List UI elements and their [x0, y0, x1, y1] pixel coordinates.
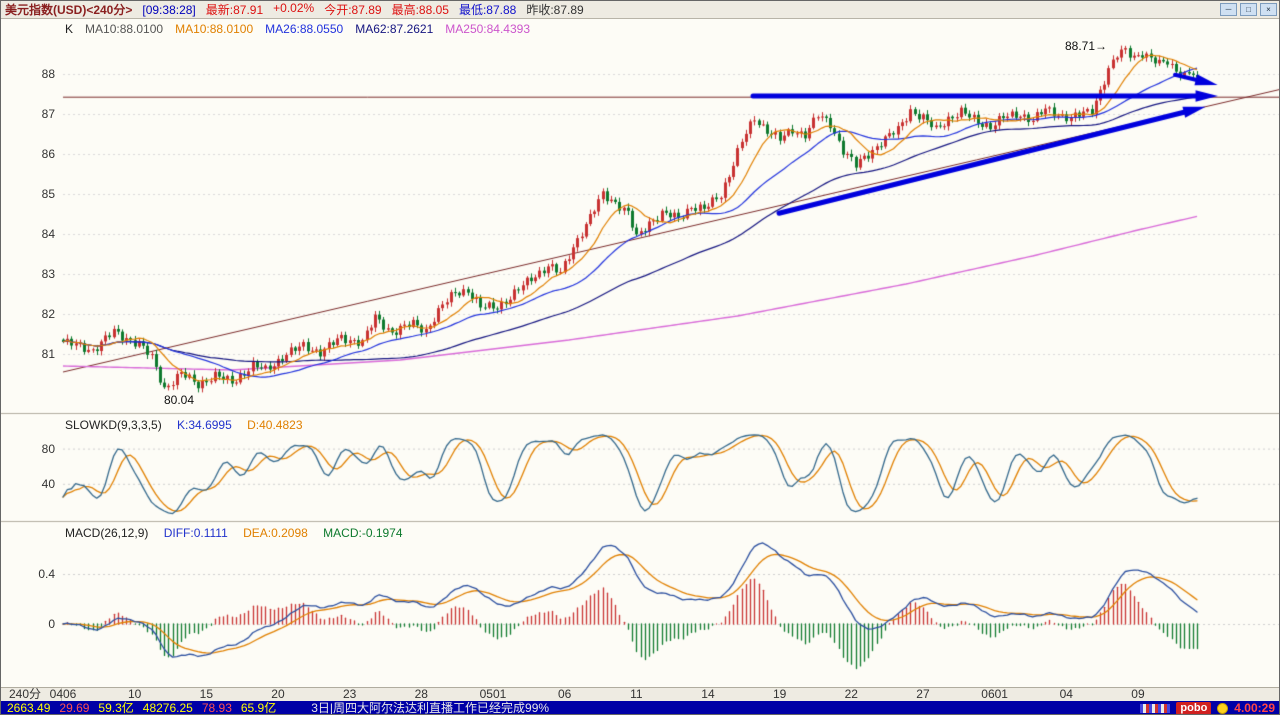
chart-stage: K MA10:88.0100 MA10:88.0100 MA26:88.0550 MA6… [1, 19, 1279, 687]
axis-tick-label: 82 [41, 307, 55, 321]
macd-hist-readout: MACD:-0.1974 [323, 526, 403, 540]
x-axis-label: 27 [916, 687, 930, 701]
k-line-label: K [65, 22, 74, 36]
low-price-label: 80.04 [164, 393, 195, 407]
window-buttons: － □ × [1220, 3, 1277, 16]
top-quote-bar: 美元指数(USD)<240分> [09:38:28] 最新:87.91 +0.02… [1, 1, 1279, 19]
x-axis-label: 20 [271, 687, 285, 701]
ticker-logo-blocks-icon [1140, 704, 1171, 713]
quote-field: 最低:87.88 [458, 3, 517, 17]
macd-indicator-name: MACD(26,12,9) [65, 526, 149, 540]
x-axis-label: 11 [630, 687, 643, 701]
x-axis-label: 0406 [49, 687, 77, 701]
axis-tick-label: 0 [48, 617, 55, 631]
x-axis-label: 22 [844, 687, 858, 701]
quote-fields: 最新:87.91 +0.02% 今开:87.89 最高:88.05 最低:87.88 昨收… [206, 1, 584, 18]
instrument-title: 美元指数(USD)<240分> [5, 3, 133, 17]
x-axis-label: 23 [342, 687, 357, 701]
axis-tick-label: 85 [41, 187, 55, 201]
axis-tick-label: 86 [41, 147, 55, 161]
index1-change: 29.69 [59, 701, 90, 715]
ma-readout: MA62:87.2621 [355, 22, 434, 36]
index2-value: 48276.25 [142, 701, 193, 715]
index1-value: 2663.49 [7, 701, 51, 715]
index2-change: 78.93 [201, 701, 232, 715]
x-axis-label: 0601 [981, 687, 1008, 701]
quote-time: [09:38:28] [142, 2, 196, 17]
ma-readout: MA10:88.0100 [175, 22, 254, 36]
window-restore-button[interactable]: □ [1240, 3, 1257, 16]
x-axis-label: 0501 [479, 687, 507, 701]
status-bar: 2663.49 29.69 59.3亿 48276.25 78.93 65.9亿… [1, 701, 1279, 715]
quote-field: 最新:87.91 [205, 3, 264, 17]
x-axis-label: 06 [557, 687, 572, 701]
x-axis-label: 14 [701, 687, 715, 701]
axis-tick-label: 80 [41, 441, 55, 456]
ma-readout: MA250:84.4393 [445, 22, 530, 36]
axis-tick-label: 0.4 [38, 567, 55, 581]
axis-tick-label: 84 [41, 227, 55, 241]
x-axis-label: 10 [127, 687, 142, 701]
ma-readout: MA26:88.0550 [265, 22, 344, 36]
index2-volume: 65.9亿 [240, 701, 277, 715]
macd-dea-readout: DEA:0.2098 [243, 526, 308, 540]
window-minimize-button[interactable]: － [1220, 3, 1237, 16]
timer-icon [1217, 703, 1229, 714]
macd-diff-readout: DIFF:0.1111 [163, 526, 228, 540]
axis-tick-label: 87 [41, 107, 55, 121]
window-close-button[interactable]: × [1260, 3, 1277, 16]
kd-panel-header: SLOWKD(9,3,3,5) K:34.6995 D:40.4823 [65, 418, 315, 432]
main-chart-header: K MA10:88.0100 MA10:88.0100 MA26:88.0550 MA6… [65, 22, 554, 36]
period-label: 240分 [9, 687, 42, 701]
kd-k-readout: K:34.6995 [177, 418, 232, 432]
x-axis-label: 09 [1131, 687, 1145, 701]
news-ticker: 3日|周四大阿尔法达利直播工作已经完成99% [311, 701, 550, 715]
quote-field: +0.02% [273, 1, 315, 15]
time-axis-bar: 240分 0406 10 15 20 23 28 0501 06 11 14 19 22 27 0601 0… [1, 687, 1279, 701]
quote-field: 昨收:87.89 [526, 3, 584, 17]
x-axis-label: 15 [199, 687, 214, 701]
ma-readout: MA10:88.0100 [85, 22, 164, 36]
brand-logo: pobo [1176, 702, 1212, 714]
axis-tick-label: 81 [41, 347, 55, 361]
timer-value: 4.00:29 [1234, 701, 1275, 715]
axis-tick-label: 83 [41, 267, 55, 281]
axis-tick-label: 88 [41, 67, 55, 81]
quote-field: 最高:88.05 [391, 3, 449, 17]
ma-readouts: MA10:88.0100 MA10:88.0100 MA26:88.0550 MA62… [85, 22, 542, 36]
x-axis-label: 19 [772, 687, 787, 701]
kd-indicator-name: SLOWKD(9,3,3,5) [65, 418, 162, 432]
axis-tick-label: 40 [41, 476, 55, 491]
quote-field: 今开:87.89 [324, 3, 382, 17]
x-axis-label: 28 [414, 687, 428, 701]
x-axis-label: 04 [1059, 687, 1073, 701]
high-price-label: 88.71→ [1065, 39, 1108, 53]
statusbar-right: pobo 4.00:29 [1140, 701, 1275, 715]
index1-volume: 59.3亿 [98, 701, 134, 715]
kd-d-readout: D:40.4823 [247, 418, 303, 432]
chart-canvas[interactable] [1, 19, 1279, 687]
macd-panel-header: MACD(26,12,9) DIFF:0.1111 DEA:0.2098 MAC… [65, 526, 415, 540]
